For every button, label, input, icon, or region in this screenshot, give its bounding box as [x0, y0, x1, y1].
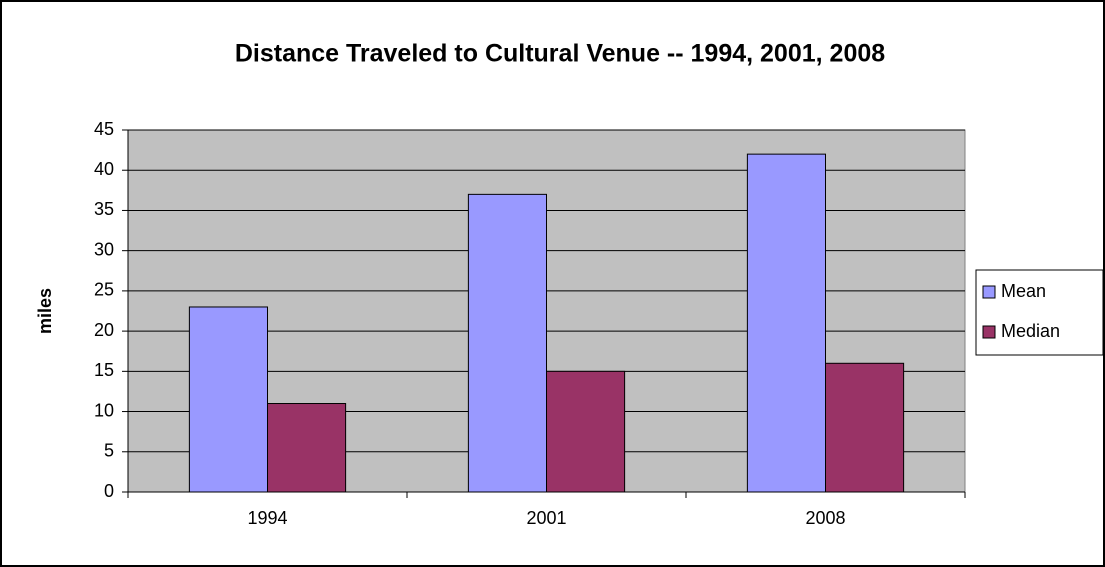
bar [188, 306, 269, 493]
chart-title: Distance Traveled to Cultural Venue -- 1… [235, 40, 885, 68]
y-axis-label: miles [35, 288, 55, 334]
bar [746, 153, 827, 493]
y-tick-label: 35 [94, 199, 114, 219]
x-tick-label: 2008 [805, 508, 845, 528]
y-tick-label: 45 [94, 119, 114, 139]
legend-label: Median [1001, 321, 1060, 341]
x-tick-label: 1994 [247, 508, 287, 528]
x-tick-label: 2001 [526, 508, 566, 528]
y-tick-label: 10 [94, 400, 114, 420]
legend-label: Mean [1001, 281, 1046, 301]
legend-box [975, 269, 1104, 356]
y-tick-label: 30 [94, 239, 114, 259]
y-tick-label: 0 [104, 481, 114, 501]
y-tick-label: 40 [94, 159, 114, 179]
legend-swatch [982, 285, 996, 299]
y-tick-label: 20 [94, 320, 114, 340]
bar [825, 362, 905, 493]
y-tick-label: 25 [94, 280, 114, 300]
legend-swatch [982, 325, 996, 339]
y-tick-label: 15 [94, 360, 114, 380]
bar [467, 193, 548, 493]
bar [546, 370, 626, 493]
y-tick-label: 5 [104, 441, 114, 461]
bar [267, 403, 347, 493]
